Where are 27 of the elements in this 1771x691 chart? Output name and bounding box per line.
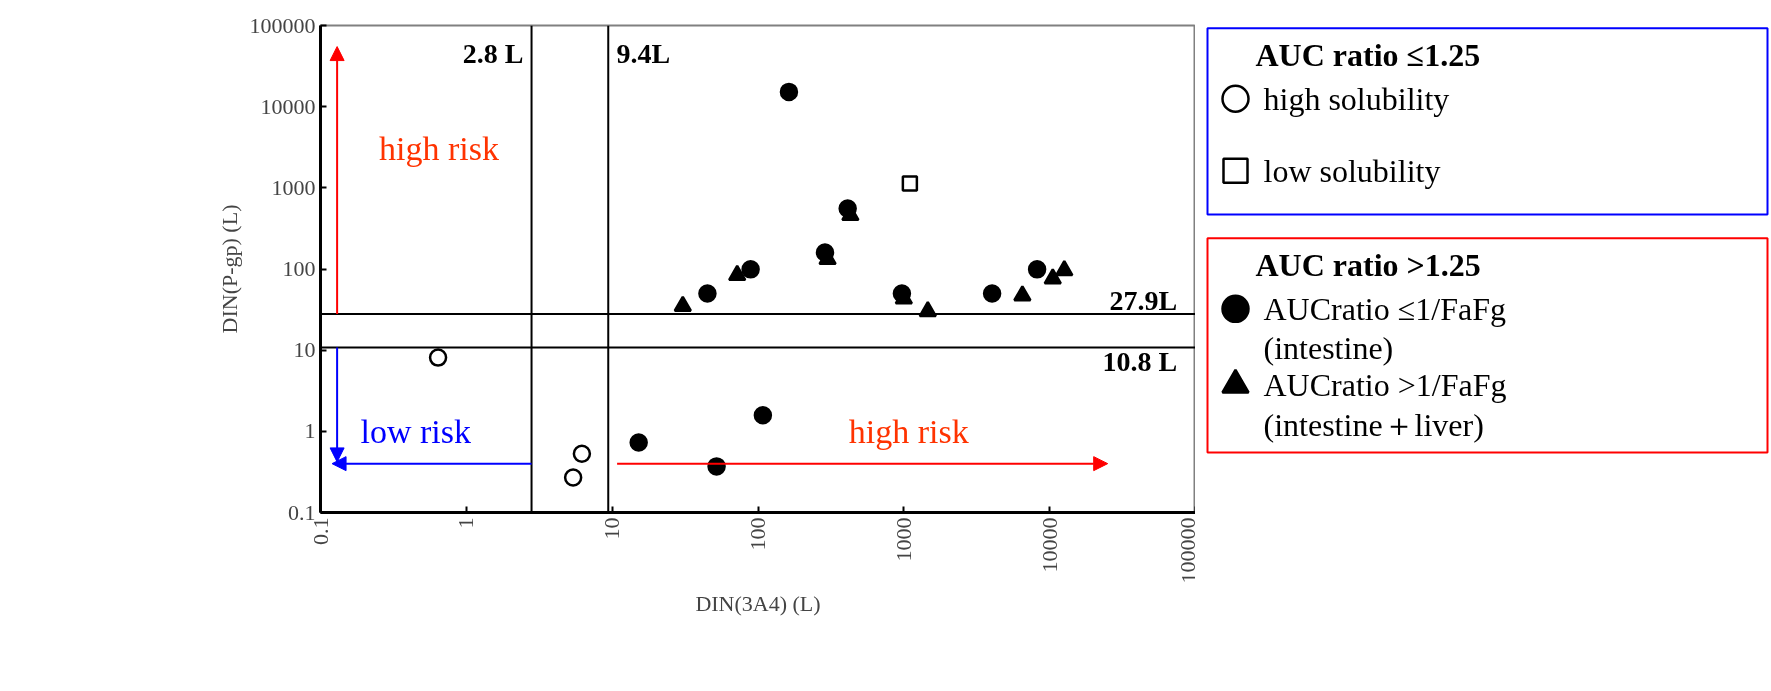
y-tick-label: 100 <box>282 256 316 281</box>
y-tick-label: 10 <box>293 337 316 363</box>
y-tick-label: 1 <box>304 418 316 444</box>
annotation: high risk <box>379 129 500 167</box>
legend-label: high solubility <box>1263 80 1450 117</box>
ref-line-label: 9.4L <box>616 38 671 70</box>
x-tick-label: 10000 <box>1036 517 1062 573</box>
y-axis-title: DIN(P-gp) (L) <box>216 204 242 334</box>
ref-line-label: 2.8 L <box>462 38 524 70</box>
x-tick-label: 100000 <box>1175 517 1201 584</box>
y-tick-label: 10000 <box>260 93 316 119</box>
ref-line-label: 27.9L <box>1109 285 1178 317</box>
legend-label: AUCratio >1/FaFg (intestine＋liver) <box>1263 366 1507 443</box>
legend-label: AUCratio ≤1/FaFg (intestine) <box>1263 290 1506 367</box>
x-tick-label: 100 <box>745 517 770 551</box>
x-axis-title: DIN(3A4) (L) <box>695 591 821 617</box>
text: AUC ratio >1.25 <box>1255 247 1481 284</box>
x-tick-label: 1000 <box>890 517 916 562</box>
y-tick-label: 100000 <box>249 12 316 38</box>
x-tick-label: 1 <box>453 517 479 529</box>
ref-line-label: 10.8 L <box>1102 345 1178 377</box>
legend-label: low solubility <box>1263 152 1441 189</box>
text: AUC ratio ≤1.25 <box>1255 37 1481 74</box>
annotation: high risk <box>848 412 969 450</box>
y-tick-label: 1000 <box>271 174 316 200</box>
x-tick-label: 10 <box>599 517 625 540</box>
annotation: low risk <box>360 412 472 450</box>
